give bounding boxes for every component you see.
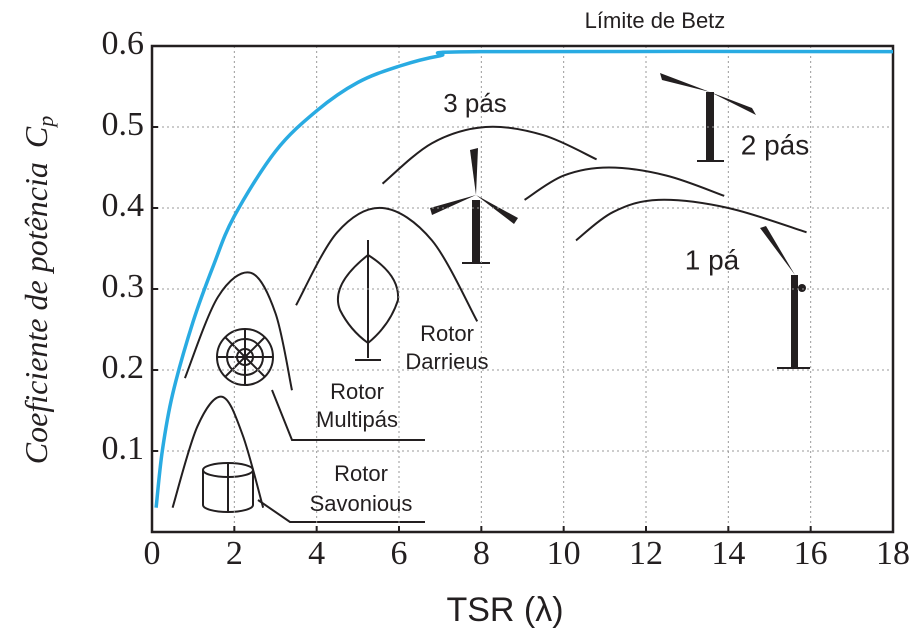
x-tick-label: 8 bbox=[473, 535, 490, 572]
series-line bbox=[185, 272, 292, 390]
annotation: Rotor bbox=[330, 379, 384, 404]
series-line bbox=[296, 208, 477, 322]
y-label-symbol: C bbox=[18, 126, 54, 148]
x-tick-label: 14 bbox=[711, 535, 745, 572]
x-tick-label: 18 bbox=[876, 535, 910, 572]
y-tick-label: 0.6 bbox=[102, 25, 145, 62]
x-tick-label: 0 bbox=[144, 535, 161, 572]
y-label-text: Coeficiente de potência bbox=[18, 162, 54, 464]
y-tick-label: 0.1 bbox=[102, 430, 145, 467]
annotation: Multipás bbox=[316, 407, 398, 432]
y-tick-label: 0.2 bbox=[102, 349, 145, 386]
series-line bbox=[576, 200, 807, 241]
annotation: 1 pá bbox=[685, 244, 740, 275]
chart: Coeficiente de potência Cp TSR (λ) 0 2 4 6 8 1… bbox=[0, 0, 922, 639]
y-axis-label: Coeficiente de potência Cp bbox=[18, 116, 58, 464]
x-tick-label: 10 bbox=[547, 535, 581, 572]
darrieus-icon bbox=[338, 240, 398, 360]
series-line bbox=[525, 168, 725, 200]
x-tick-label: 6 bbox=[391, 535, 408, 572]
series-line bbox=[156, 51, 893, 507]
x-tick-label: 16 bbox=[794, 535, 828, 572]
y-tick-label: 0.3 bbox=[102, 268, 145, 305]
x-tick-label: 4 bbox=[308, 535, 325, 572]
annotation: 3 pás bbox=[443, 88, 507, 118]
y-tick-label: 0.5 bbox=[102, 106, 145, 143]
annotation: Savonious bbox=[310, 491, 413, 516]
x-axis-label: TSR (λ) bbox=[446, 591, 563, 629]
y-label-subscript: p bbox=[33, 116, 58, 129]
series-line bbox=[173, 397, 264, 508]
annotation: Darrieus bbox=[405, 349, 488, 374]
annotation: 2 pás bbox=[741, 129, 810, 160]
annotation: Rotor bbox=[334, 461, 388, 486]
one-blade-icon bbox=[760, 226, 810, 368]
three-blade-icon bbox=[430, 148, 518, 263]
annotation: Límite de Betz bbox=[585, 8, 726, 33]
x-tick-label: 12 bbox=[629, 535, 663, 572]
multipas-icon bbox=[217, 329, 273, 385]
y-tick-label: 0.4 bbox=[102, 187, 145, 224]
x-tick-label: 2 bbox=[226, 535, 243, 572]
icons bbox=[203, 73, 810, 522]
savonius-icon bbox=[203, 463, 253, 512]
annotation: Rotor bbox=[420, 321, 474, 346]
